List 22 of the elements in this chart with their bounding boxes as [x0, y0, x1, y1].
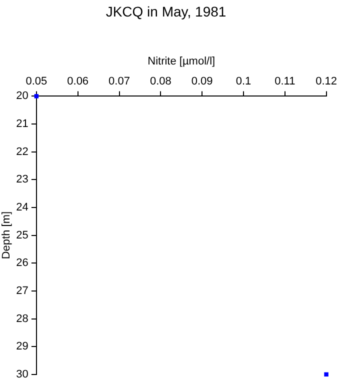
- x-tick-label: 0.09: [191, 76, 213, 88]
- x-tick-label: 0.12: [316, 76, 338, 88]
- y-tick-label: 22: [16, 146, 28, 158]
- x-tick-label: 0.08: [150, 76, 172, 88]
- x-tick-label: 0.05: [26, 76, 48, 88]
- y-axis-title: Depth [m]: [0, 211, 13, 260]
- y-tick-label: 20: [16, 90, 28, 102]
- y-tick-label: 27: [16, 284, 28, 297]
- y-tick-label: 25: [16, 229, 28, 242]
- y-tick-label: 26: [16, 257, 28, 270]
- y-tick-label: 28: [16, 312, 28, 325]
- x-tick-label: 0.1: [236, 76, 252, 88]
- y-tick-label: 24: [16, 202, 28, 214]
- x-axis-title: Nitrite [µmol/l]: [148, 55, 216, 68]
- y-tick-label: 23: [16, 174, 28, 186]
- chart-title: JKCQ in May, 1981: [106, 3, 226, 20]
- x-tick-label: 0.11: [274, 76, 296, 88]
- y-tick-label: 30: [16, 368, 28, 380]
- x-tick-label: 0.06: [67, 76, 89, 88]
- x-tick-label: 0.07: [108, 76, 130, 88]
- y-tick-label: 21: [16, 118, 28, 130]
- y-tick-label: 29: [16, 340, 28, 353]
